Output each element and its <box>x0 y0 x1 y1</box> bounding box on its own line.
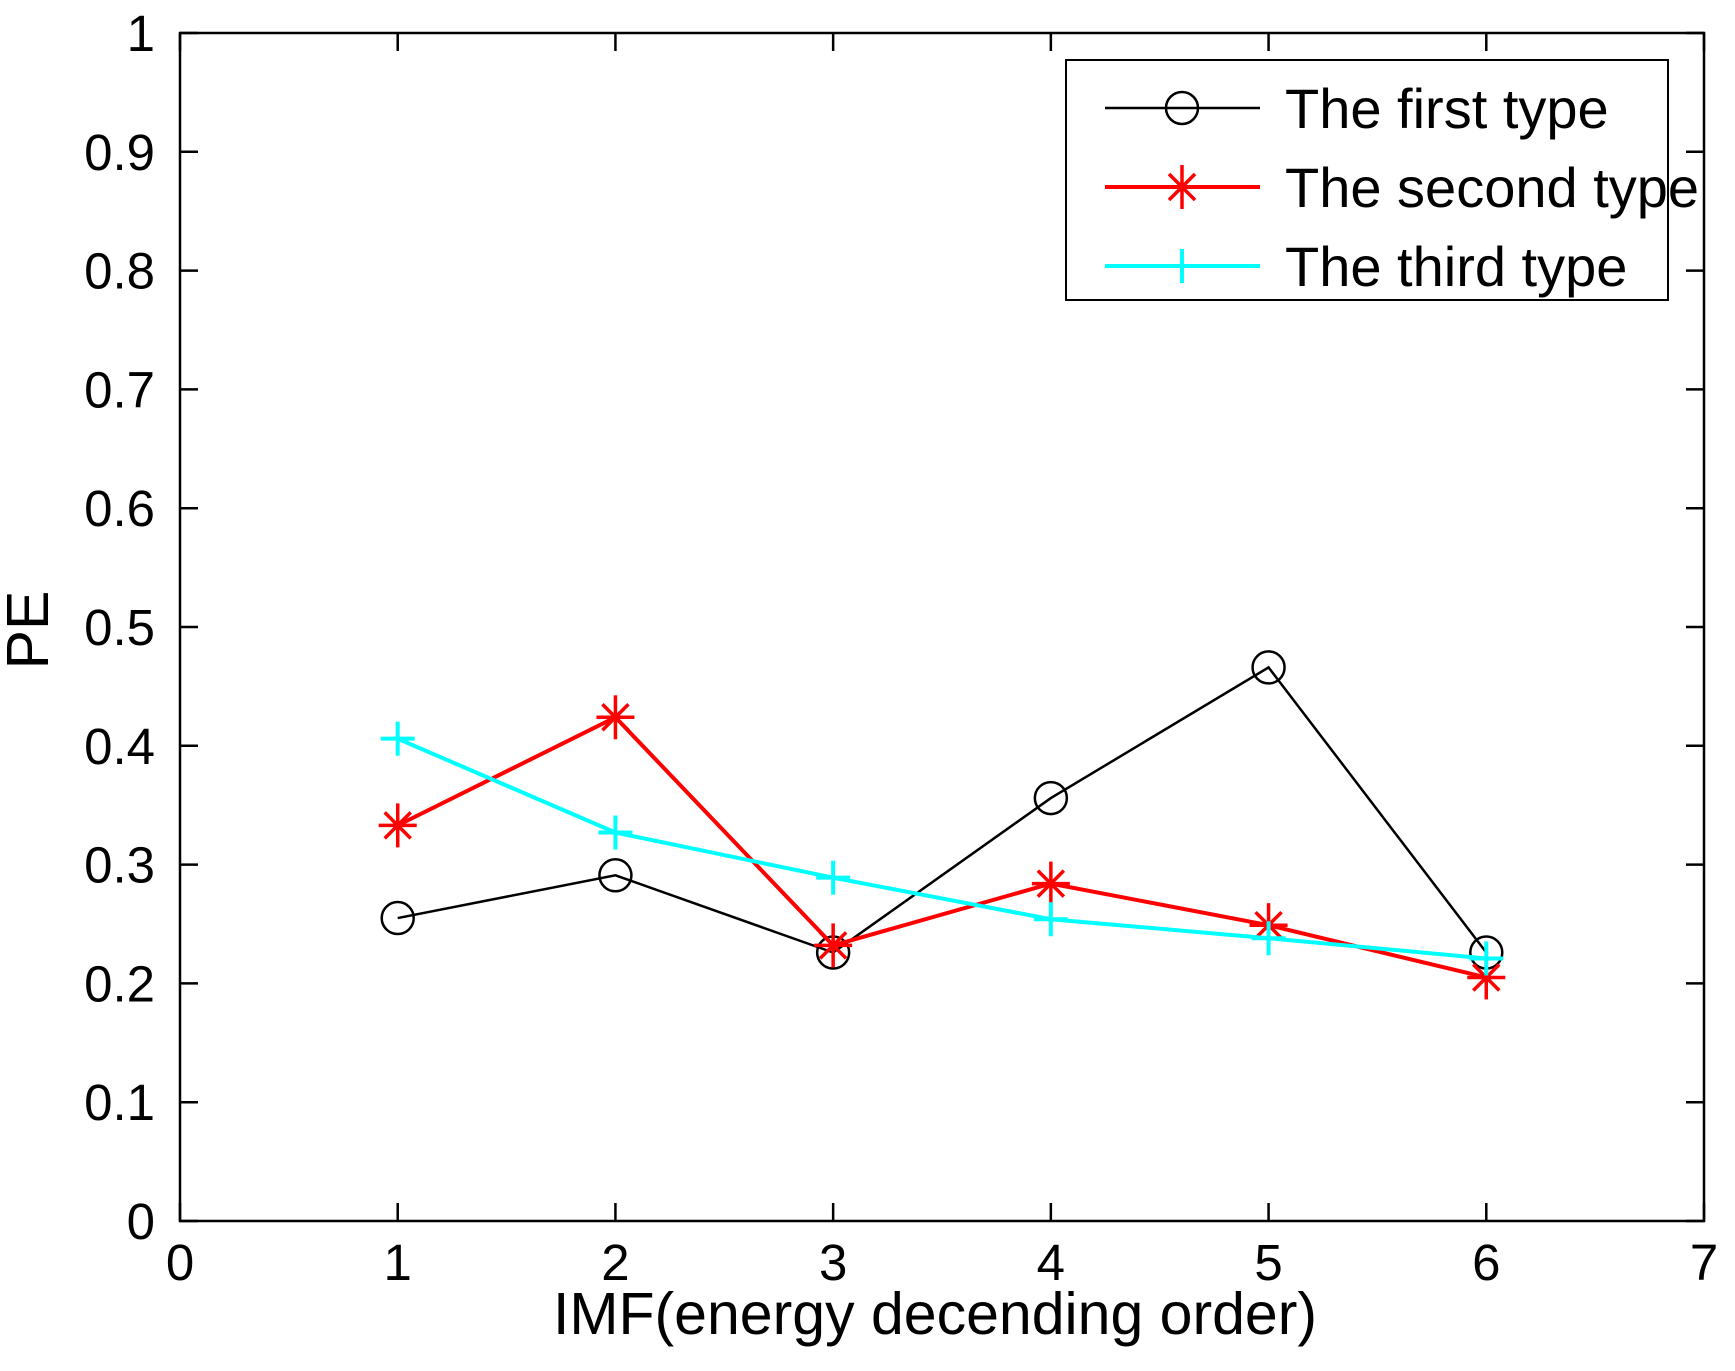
plus-marker <box>598 815 633 850</box>
circle-marker <box>1164 90 1200 126</box>
legend: The first type The second type The third t… <box>1065 59 1699 301</box>
plus-marker <box>1033 902 1068 937</box>
plus-marker <box>1251 921 1286 956</box>
x-tick-label: 1 <box>384 1234 412 1291</box>
series-line <box>396 736 1487 961</box>
x-tick-label: 7 <box>1690 1234 1718 1291</box>
x-axis-label: IMF(energy decending order) <box>553 1281 1317 1347</box>
y-tick-label: 0.2 <box>84 955 155 1012</box>
y-axis-label: PE <box>0 591 61 670</box>
legend-entry: The third type <box>1105 235 1627 298</box>
x-tick-label: 5 <box>1254 1234 1282 1291</box>
circle-marker <box>598 858 633 893</box>
y-tick-label: 0 <box>127 1193 155 1250</box>
asterisk-marker <box>814 923 853 968</box>
plus-marker <box>380 721 415 756</box>
y-tick-label: 0.3 <box>84 837 155 894</box>
series-2 <box>378 695 1506 1000</box>
circle-marker <box>1033 780 1069 816</box>
legend-label: The third type <box>1285 235 1627 298</box>
x-tick-label: 2 <box>601 1234 629 1291</box>
plus-marker <box>1469 941 1504 976</box>
y-tick-label: 0.5 <box>84 599 155 656</box>
y-tick-label: 0.8 <box>84 243 155 300</box>
legend-label: The second type <box>1285 156 1699 219</box>
series-3 <box>380 721 1504 976</box>
y-tick-label: 0.4 <box>84 718 155 775</box>
asterisk-marker <box>1467 955 1506 1000</box>
y-tick-label: 0.7 <box>84 361 155 418</box>
series-line <box>397 665 1488 954</box>
x-tick-label: 4 <box>1037 1234 1065 1291</box>
legend-entry: The second type <box>1105 156 1699 219</box>
y-tick-label: 0.6 <box>84 480 155 537</box>
y-tick-label: 0.9 <box>84 124 155 181</box>
plus-marker <box>816 860 851 895</box>
series-line <box>396 714 1487 980</box>
x-tick-label: 0 <box>166 1234 194 1291</box>
x-tick-label: 6 <box>1472 1234 1500 1291</box>
asterisk-marker <box>378 803 417 848</box>
asterisk-marker <box>596 695 635 740</box>
asterisk-marker <box>1031 861 1070 906</box>
series-1 <box>380 650 1504 970</box>
circle-marker <box>1251 650 1286 685</box>
x-tick-label: 3 <box>819 1234 847 1291</box>
circle-marker <box>380 900 415 936</box>
legend-entry: The first type <box>1105 77 1609 140</box>
plus-marker <box>1165 249 1199 283</box>
y-tick-label: 0.1 <box>84 1074 155 1131</box>
legend-label: The first type <box>1285 77 1609 140</box>
asterisk-marker <box>1163 165 1201 209</box>
y-tick-label: 1 <box>127 5 155 62</box>
legend-box <box>1065 59 1669 301</box>
